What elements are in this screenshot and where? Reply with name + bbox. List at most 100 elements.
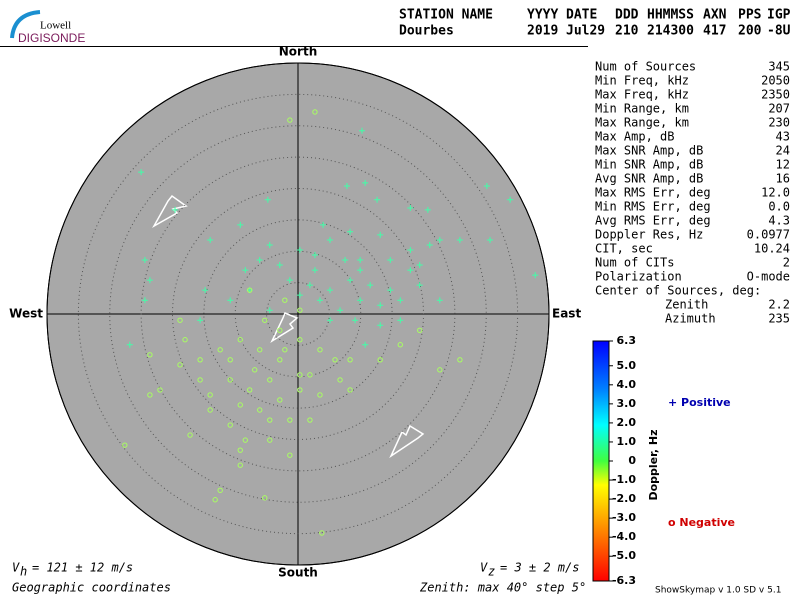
stat-value: 2350 (761, 88, 790, 102)
header-label: DATE (566, 8, 597, 23)
header-value: 214300 (647, 24, 694, 39)
source-positive (138, 169, 145, 176)
logo-bottom: DIGISONDE (18, 31, 85, 45)
source-positive (456, 236, 463, 243)
stat-value: O-mode (747, 270, 790, 284)
source-negative (177, 317, 183, 323)
source-negative (397, 342, 403, 348)
header-label: PPS (738, 8, 762, 23)
source-positive (387, 287, 394, 294)
stat-label: Num of CITs (595, 256, 674, 270)
source-negative (307, 417, 313, 423)
source-positive (207, 236, 214, 243)
source-positive (507, 196, 514, 203)
source-negative (122, 442, 128, 448)
source-positive (342, 257, 349, 264)
stat-value: 0.0 (768, 200, 790, 214)
colorbar-tick-label: -3.0 (612, 511, 636, 524)
header-label: DDD (615, 8, 639, 23)
source-negative (237, 447, 243, 453)
zenith-circle (234, 250, 362, 378)
source-negative (207, 407, 213, 413)
source-negative (297, 387, 303, 393)
source-negative (347, 387, 353, 393)
stat-value: 207 (768, 102, 790, 116)
source-positive (377, 231, 384, 238)
stat-value: 235 (768, 312, 790, 326)
colorbar-tick-label: 6.3 (617, 334, 637, 347)
colorbar-tick-label: 5.0 (617, 359, 637, 372)
source-positive (407, 267, 414, 274)
source-negative (267, 437, 273, 443)
source-positive (436, 297, 443, 304)
source-negative (317, 392, 323, 398)
source-negative (297, 337, 303, 343)
source-negative (252, 367, 258, 373)
source-negative (257, 407, 263, 413)
vh-sub: h (20, 565, 27, 579)
colorbar-tick-label: -1.0 (612, 473, 636, 486)
source-positive (357, 257, 364, 264)
source-negative (282, 347, 288, 353)
stat-label: Max Freq, kHz (595, 88, 689, 102)
source-positive (327, 236, 334, 243)
source-positive (426, 241, 433, 248)
source-positive (311, 252, 318, 259)
source-negative (317, 347, 323, 353)
source-negative (267, 417, 273, 423)
source-negative (282, 297, 288, 303)
stat-value: 2 (783, 256, 790, 270)
source-positive (377, 322, 384, 329)
source-positive (141, 297, 148, 304)
direction-north: North (279, 45, 317, 59)
source-positive (126, 341, 133, 348)
source-positive (436, 236, 443, 243)
source-positive (320, 221, 327, 228)
source-positive (424, 206, 431, 213)
zenith-scale: Zenith: max 40° step 5° (419, 581, 586, 595)
stat-value: 2.2 (768, 298, 790, 312)
source-negative (177, 362, 183, 368)
source-positive (306, 282, 313, 289)
logo-swoosh (10, 10, 41, 39)
zenith-circle (266, 282, 330, 346)
source-negative (246, 287, 253, 293)
stat-value: 345 (768, 60, 790, 74)
source-positive (483, 182, 490, 189)
source-negative (267, 377, 273, 383)
header-value: 417 (703, 24, 726, 39)
source-negative (297, 372, 303, 378)
version: ShowSkymap v 1.0 SD v 5.1 (655, 586, 781, 596)
source-positive (359, 127, 366, 134)
positive-legend: + Positive (668, 396, 731, 409)
header-value: 200 (738, 24, 762, 39)
source-positive (327, 317, 334, 324)
source-negative (277, 357, 283, 363)
source-positive (532, 272, 539, 279)
source-positive (362, 341, 369, 348)
stat-label: Doppler Res, Hz (595, 228, 703, 242)
separator (0, 46, 588, 47)
source-negative (237, 337, 243, 343)
header-label: AXN (703, 8, 727, 23)
source-positive (352, 317, 359, 324)
source-positive (337, 307, 344, 314)
stat-label: Num of Sources (595, 60, 696, 74)
source-positive (316, 297, 323, 304)
source-negative (277, 327, 283, 334)
stat-value: 24 (776, 144, 790, 158)
vh-symbol: V (12, 561, 20, 575)
source-positive (343, 182, 350, 189)
source-negative (217, 487, 223, 494)
source-negative (237, 402, 243, 408)
stat-value: 16 (776, 172, 790, 186)
source-positive (367, 282, 374, 289)
source-negative (147, 392, 153, 398)
source-negative (227, 377, 233, 383)
source-negative (277, 397, 283, 403)
source-positive (311, 267, 318, 274)
zenith-circle (203, 219, 393, 409)
header-label: IGP (767, 8, 791, 23)
source-positive (227, 297, 234, 304)
